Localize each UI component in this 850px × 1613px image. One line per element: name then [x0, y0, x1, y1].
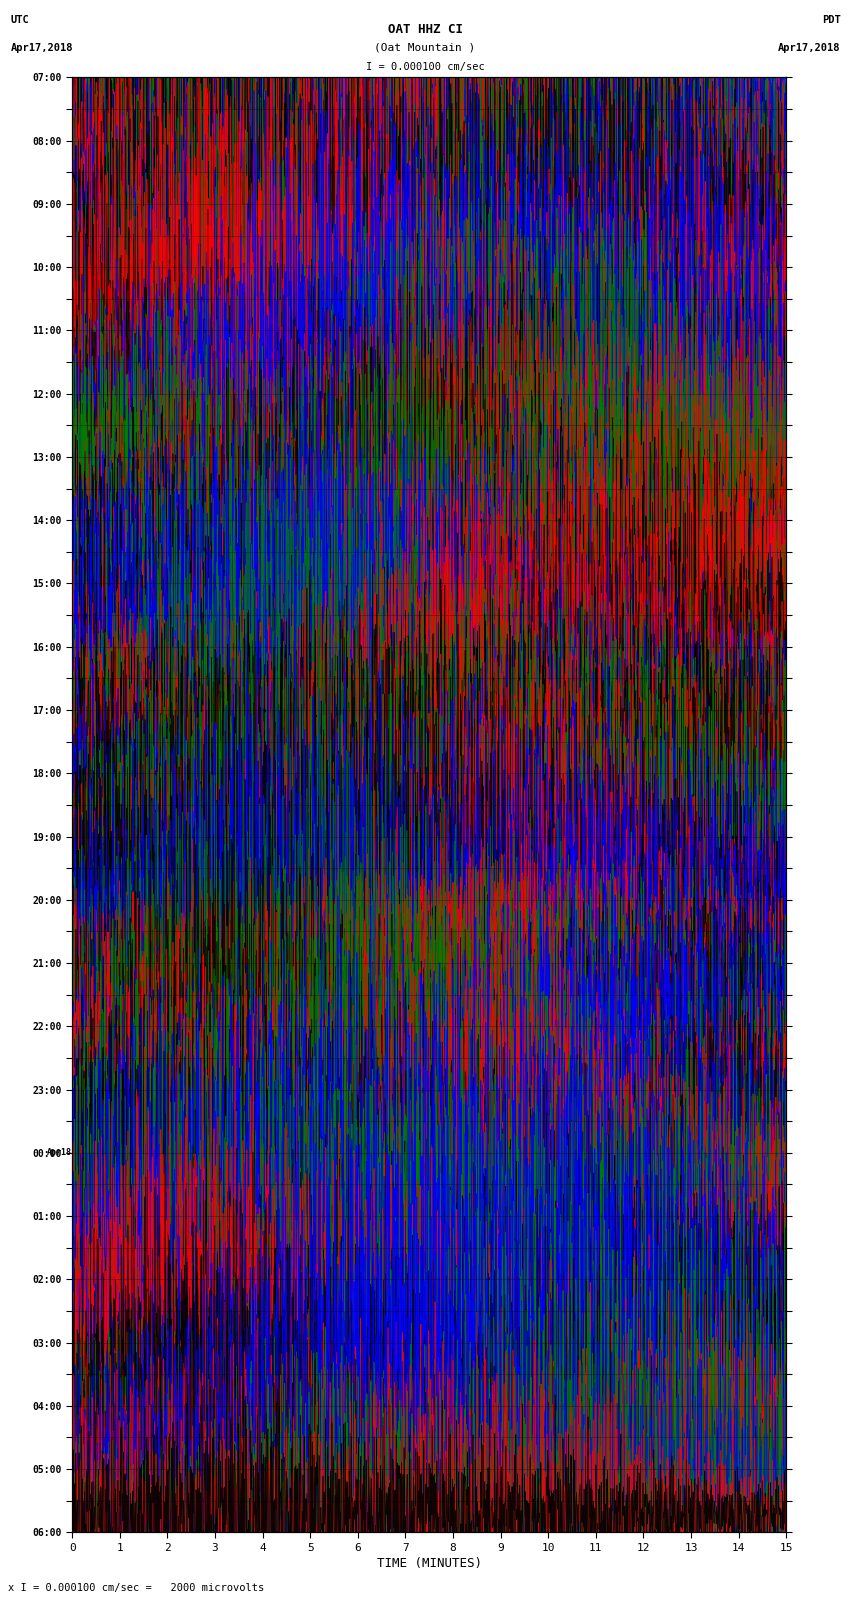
- Text: Apr17,2018: Apr17,2018: [778, 42, 841, 53]
- Text: Apr18: Apr18: [47, 1148, 71, 1157]
- Text: I = 0.000100 cm/sec: I = 0.000100 cm/sec: [366, 61, 484, 73]
- Text: Apr17,2018: Apr17,2018: [11, 42, 73, 53]
- Text: UTC: UTC: [11, 16, 30, 26]
- Text: (Oat Mountain ): (Oat Mountain ): [374, 42, 476, 53]
- Text: OAT HHZ CI: OAT HHZ CI: [388, 23, 462, 35]
- Text: x I = 0.000100 cm/sec =   2000 microvolts: x I = 0.000100 cm/sec = 2000 microvolts: [8, 1582, 264, 1594]
- X-axis label: TIME (MINUTES): TIME (MINUTES): [377, 1557, 482, 1569]
- Text: PDT: PDT: [822, 16, 841, 26]
